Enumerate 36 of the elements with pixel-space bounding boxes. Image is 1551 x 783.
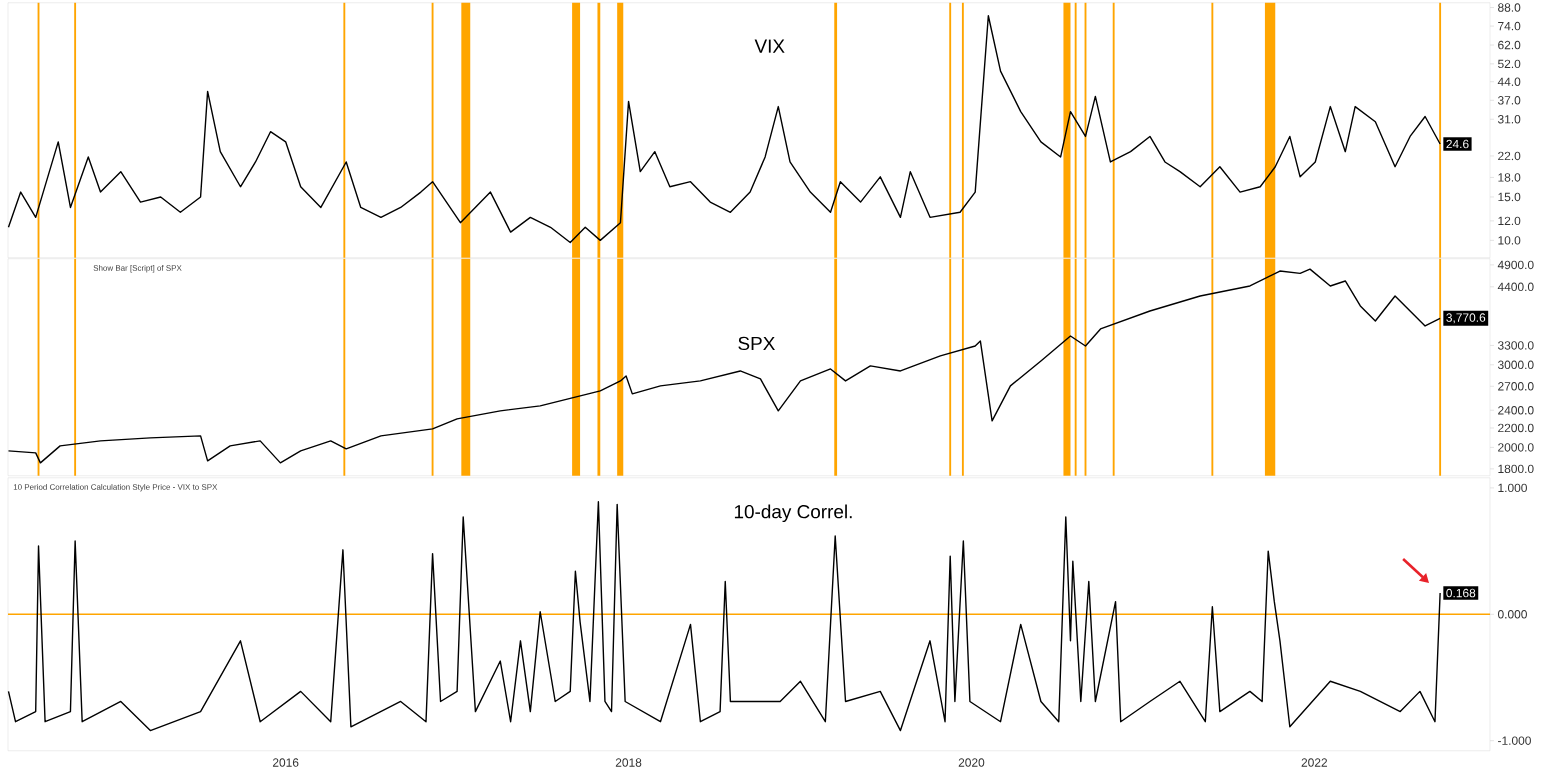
x-tick-label: 2016 [272, 758, 299, 767]
annotation: 24.6 [1446, 139, 1469, 149]
line-series [7, 501, 1441, 732]
y-tick-label: 74.0 [1498, 21, 1521, 31]
y-tick-label: 88.0 [1498, 3, 1521, 12]
x-tick-label: 2020 [958, 758, 985, 767]
y-tick-label: 3000.0 [1497, 360, 1534, 370]
text: 10-day Correl. [734, 504, 852, 523]
y-tick-label: 37.0 [1497, 96, 1521, 105]
y-tick-label: 44.0 [1497, 77, 1521, 87]
y-tick-label: 52.0 [1498, 59, 1521, 69]
y-tick-label: 22.0 [1498, 151, 1521, 161]
y-tick-label: 4400.0 [1497, 282, 1534, 292]
line-series [7, 15, 1441, 244]
y-tick-label: 10.0 [1498, 236, 1521, 245]
annotation: 3,770.6 [1446, 313, 1486, 324]
y-tick-label: 2400.0 [1498, 406, 1534, 415]
y-tick-label: 3300.0 [1497, 341, 1534, 350]
annotation: 0.168 [1446, 588, 1476, 598]
y-tick-label: 31.0 [1497, 115, 1521, 124]
y-tick-label: 1.000 [1498, 483, 1527, 493]
y-tick-label: -1.000 [1498, 736, 1531, 745]
x-tick-label: 2018 [615, 758, 642, 767]
x-tick-label: 2022 [1301, 758, 1328, 767]
y-tick-label: 2000.0 [1498, 443, 1534, 452]
y-tick-label: 18.0 [1498, 173, 1521, 182]
y-tick-label: 0.000 [1497, 610, 1527, 619]
y-tick-label: 12.0 [1498, 216, 1521, 226]
y-tick-label: 2200.0 [1498, 423, 1534, 433]
y-tick-label: 4900.0 [1497, 260, 1534, 270]
y-tick-label: 62.0 [1498, 40, 1521, 50]
text: VIX [754, 39, 785, 53]
y-tick-label: 15.0 [1498, 192, 1521, 202]
text: SPX [738, 336, 775, 351]
y-tick-label: 1800.0 [1498, 464, 1534, 474]
y-tick-label: 2700.0 [1498, 382, 1534, 391]
